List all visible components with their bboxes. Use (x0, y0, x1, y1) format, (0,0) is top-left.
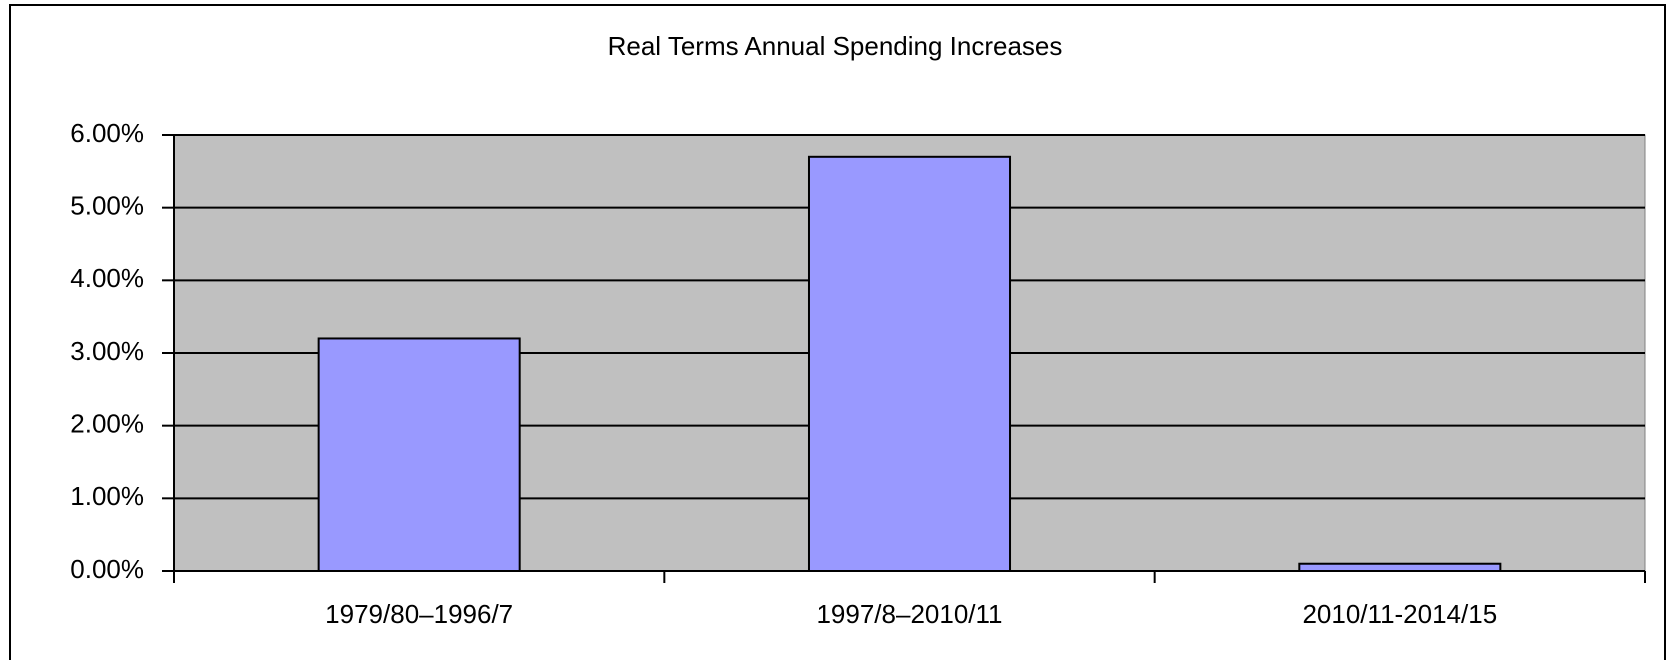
y-tick-label: 6.00% (70, 118, 144, 148)
bar (1298, 562, 1502, 573)
y-tick-label: 1.00% (70, 481, 144, 511)
x-tick-label: 1979/80–1996/7 (325, 599, 513, 629)
x-tick-label: 2010/11-2014/15 (1302, 599, 1497, 629)
bar (317, 337, 521, 573)
y-tick-label: 3.00% (70, 336, 144, 366)
chart-title: Real Terms Annual Spending Increases (608, 31, 1063, 61)
y-tick-label: 5.00% (70, 191, 144, 221)
y-tick-label: 0.00% (70, 554, 144, 584)
y-tick-label: 2.00% (70, 409, 144, 439)
x-tick-label: 1997/8–2010/11 (816, 599, 1002, 629)
bar (807, 155, 1012, 573)
y-tick-label: 4.00% (70, 263, 144, 293)
